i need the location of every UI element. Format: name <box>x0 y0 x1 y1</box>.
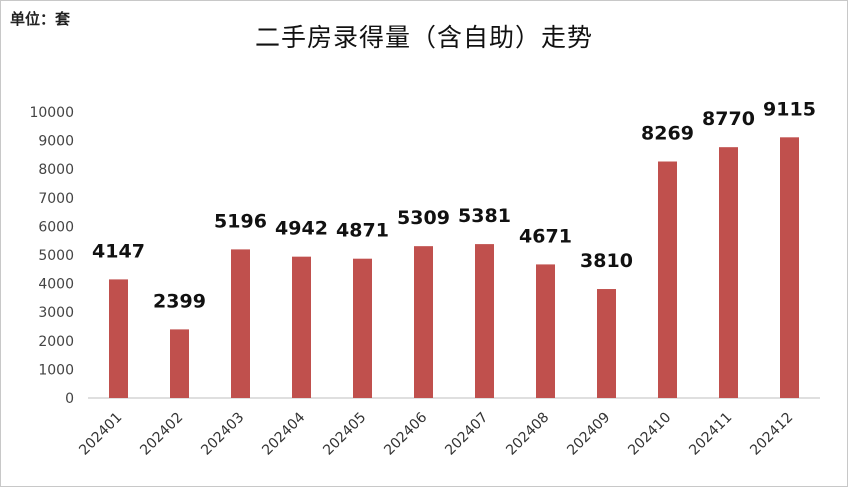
bar <box>353 258 372 398</box>
data-label: 5309 <box>397 207 450 229</box>
y-tick-label: 0 <box>65 391 74 407</box>
y-tick-label: 2000 <box>38 334 74 350</box>
x-tick-label: 202405 <box>320 410 369 459</box>
y-tick-label: 3000 <box>38 305 74 321</box>
y-tick-label: 5000 <box>38 248 74 264</box>
x-tick-label: 202404 <box>259 409 308 458</box>
data-label: 5196 <box>214 210 267 232</box>
x-tick-label: 202411 <box>686 410 735 459</box>
x-tick-label: 202407 <box>442 410 491 459</box>
bar <box>536 264 555 398</box>
x-tick-label: 202408 <box>503 410 552 459</box>
x-tick-label: 202406 <box>381 409 430 458</box>
bar <box>170 329 189 398</box>
x-tick-label: 202401 <box>76 410 125 459</box>
y-tick-label: 9000 <box>38 134 74 150</box>
bar <box>414 246 433 398</box>
x-axis-labels: 202401 202402 202403 202404 202405 202406 2024… <box>76 409 796 458</box>
bar <box>597 289 616 398</box>
data-label: 2399 <box>153 290 206 312</box>
data-label: 4871 <box>336 220 389 242</box>
y-tick-label: 4000 <box>38 277 74 293</box>
data-label: 4671 <box>519 225 572 247</box>
data-label: 4147 <box>92 240 145 262</box>
bars <box>109 137 799 398</box>
data-label: 4942 <box>275 218 328 240</box>
x-tick-label: 202403 <box>198 410 247 459</box>
chart-title: 二手房录得量（含自助）走势 <box>254 23 593 52</box>
bar <box>231 249 250 398</box>
bar <box>109 279 128 398</box>
data-labels: 4147 2399 5196 4942 4871 5309 5381 4671 3810 8269… <box>92 98 816 312</box>
bar <box>658 161 677 398</box>
bar <box>292 256 311 398</box>
y-axis: 0 1000 2000 3000 4000 5000 6000 7000 8000 9000 100… <box>29 105 820 407</box>
y-tick-label: 10000 <box>29 105 74 121</box>
data-label: 9115 <box>763 98 816 120</box>
y-tick-label: 1000 <box>38 362 74 378</box>
data-label: 8269 <box>641 123 694 145</box>
x-tick-label: 202409 <box>564 410 613 459</box>
bar <box>719 147 738 398</box>
data-label: 8770 <box>702 108 755 130</box>
bar <box>780 137 799 398</box>
data-label: 5381 <box>458 205 511 227</box>
y-tick-label: 7000 <box>38 191 74 207</box>
unit-label: 单位：套 <box>10 10 71 28</box>
y-tick-label: 8000 <box>38 162 74 178</box>
data-label: 3810 <box>580 250 633 272</box>
x-tick-label: 202402 <box>137 410 186 459</box>
x-tick-label: 202412 <box>747 410 796 459</box>
y-tick-label: 6000 <box>38 219 74 235</box>
x-tick-label: 202410 <box>625 410 674 459</box>
bar <box>475 244 494 398</box>
